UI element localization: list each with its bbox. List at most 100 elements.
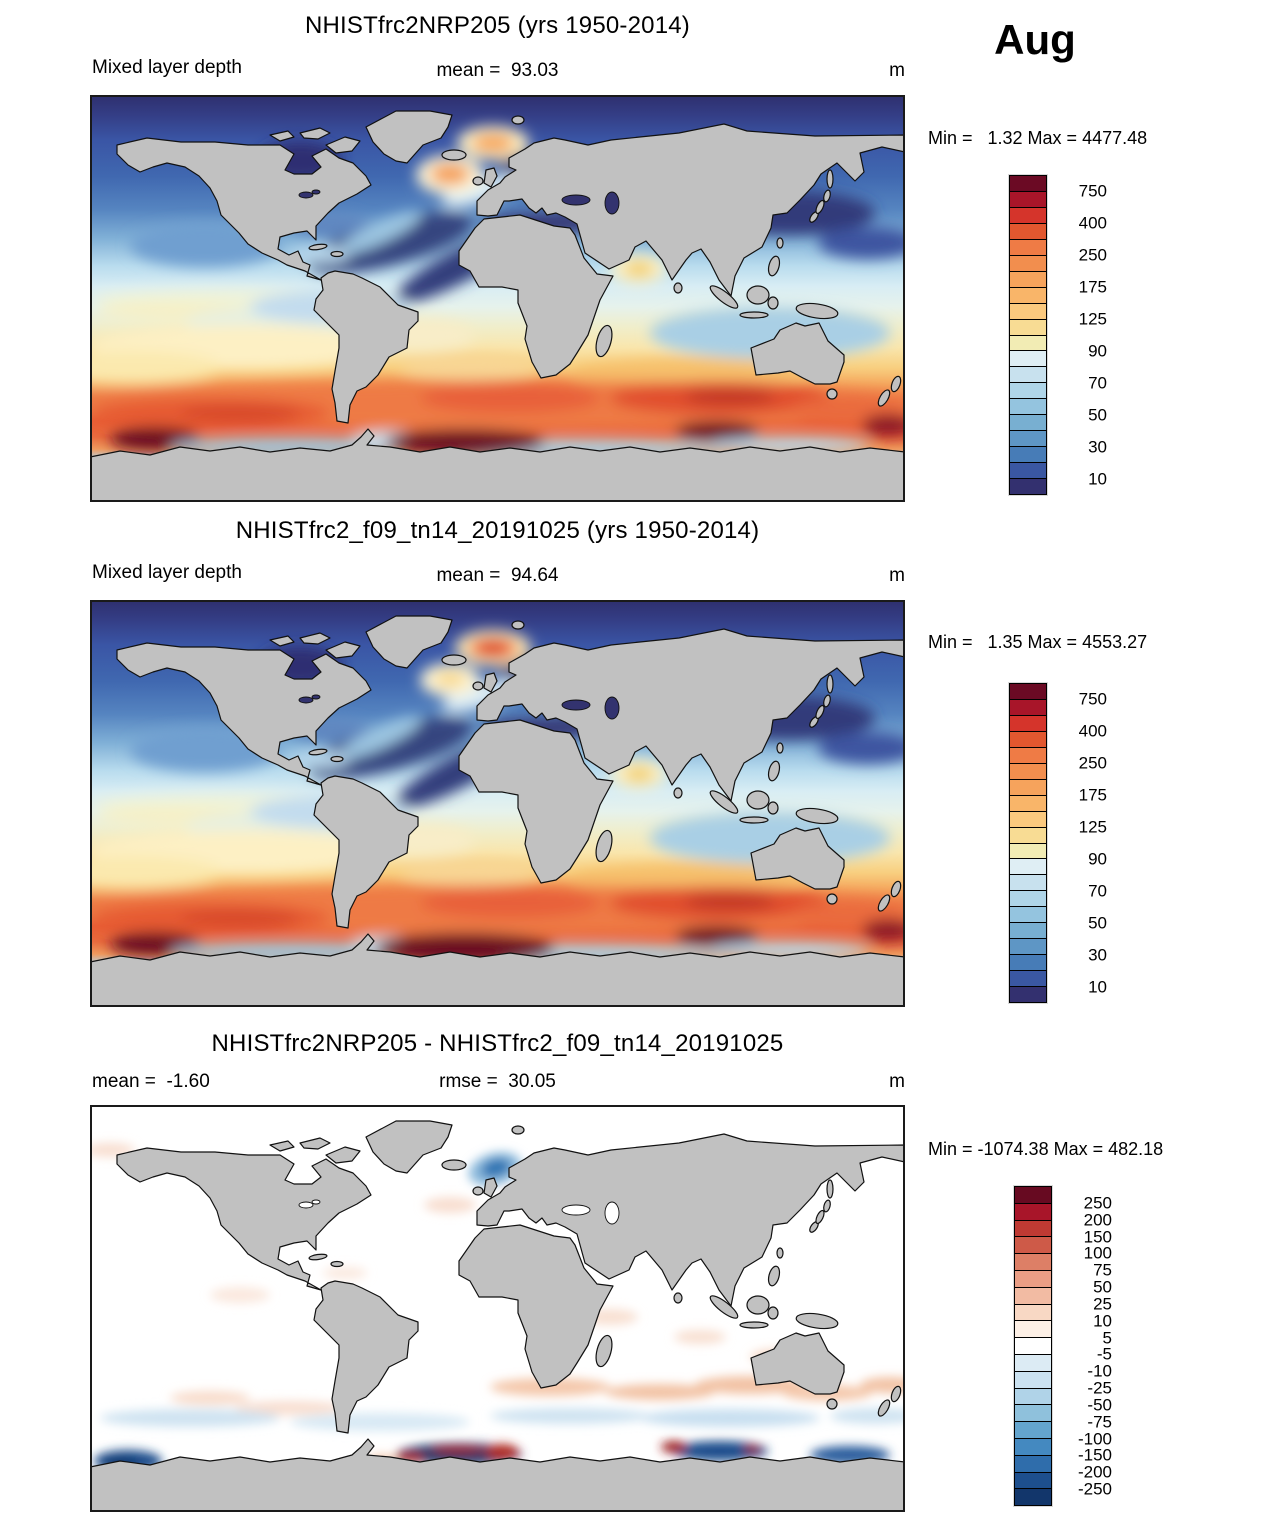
colorbar-cell [1010,874,1046,891]
colorbar-cell [1010,810,1046,827]
colorbar-tick-label: 750 [1078,181,1107,201]
colorbar-cell [1010,970,1046,987]
colorbar-tick-label: 70 [1088,881,1107,901]
colorbar-cell [1010,222,1046,239]
colorbar-cell [1010,366,1046,383]
colorbar-tick-label: 25 [1093,1294,1112,1314]
colorbar-cell [1015,1253,1051,1270]
colorbar-tick-label: -50 [1087,1395,1112,1415]
colorbar-tick-label: 30 [1088,945,1107,965]
colorbar-cell [1010,176,1046,191]
colorbar-cell [1010,350,1046,367]
colorbar-cell [1010,238,1046,255]
colorbar-labels: 250 200 150 100 75 50 25 10 5 -5 -10 -25 -50 -75 -100-… [1062,1186,1112,1506]
colorbar-swatches [1014,1186,1052,1506]
world-map-mld-2 [90,600,905,1007]
colorbar-cell [1010,382,1046,399]
world-map-diff [90,1105,905,1512]
colorbar-tick-label: -5 [1096,1344,1112,1364]
colorbar-cell [1015,1353,1051,1371]
colorbar-cell [1010,684,1046,699]
colorbar-tick-label: -100 [1077,1429,1112,1449]
colorbar-labels: 750 400 250 175 125 90 70 50 30 10 [1057,683,1107,1003]
colorbar-tick-label: -250 [1077,1479,1112,1499]
colorbar-cell [1015,1269,1051,1287]
panel3-colorbar: 250 200 150 100 75 50 25 10 5 -5 -10 -25 -50 -75 -100-… [1014,1186,1114,1506]
panel3-rmse-label: rmse = 30.05 [439,1071,556,1092]
colorbar-cell [1010,954,1046,971]
panel2-mean-label: mean = 94.64 [436,565,559,586]
colorbar-cell [1010,430,1046,447]
colorbar-tick-label: 100 [1083,1243,1112,1263]
colorbar-cell [1015,1286,1051,1304]
colorbar-tick-label: -150 [1077,1445,1112,1465]
colorbar-tick-label: 50 [1088,913,1107,933]
colorbar-tick-label: 400 [1078,721,1107,741]
colorbar-cell [1010,478,1046,495]
colorbar-swatches [1009,175,1047,495]
world-map-mld-1 [90,95,905,502]
colorbar-cell [1010,730,1046,747]
panel2-colorbar: 750 400 250 175 125 90 70 50 30 10 [1009,683,1109,1003]
panel3-units-label: m [889,1071,905,1092]
colorbar-tick-label: -75 [1087,1412,1112,1432]
colorbar-cell [1010,714,1046,731]
colorbar-tick-label: 250 [1078,753,1107,773]
colorbar-cell [1010,206,1046,223]
colorbar-tick-label: 30 [1088,437,1107,457]
colorbar-cell [1015,1387,1051,1405]
colorbar-cell [1015,1337,1051,1354]
colorbar-cell [1010,858,1046,875]
colorbar-cell [1015,1320,1051,1338]
colorbar-cell [1010,414,1046,431]
colorbar-cell [1010,270,1046,287]
colorbar-tick-label: 125 [1078,817,1107,837]
colorbar-tick-label: 400 [1078,213,1107,233]
colorbar-cell [1010,462,1046,479]
colorbar-tick-label: 10 [1088,469,1107,489]
panel2-title: NHISTfrc2_f09_tn14_20191025 (yrs 1950-20… [235,517,760,544]
colorbar-cell [1015,1421,1051,1438]
colorbar-tick-label: -10 [1087,1361,1112,1381]
colorbar-cell [1015,1202,1051,1220]
colorbar-tick-label: 750 [1078,689,1107,709]
colorbar-cell [1010,778,1046,795]
panel2-map [90,600,905,1007]
panel3-mean-label: mean = -1.60 [92,1071,210,1092]
colorbar-cell [1010,842,1046,859]
colorbar-cell [1010,906,1046,923]
colorbar-cell [1010,334,1046,351]
colorbar-cell [1010,986,1046,1003]
panel1-field-label: Mixed layer depth [92,57,242,78]
colorbar-tick-label: -25 [1087,1378,1112,1398]
panel3-minmax: Min = -1074.38 Max = 482.18 [928,1139,1164,1159]
colorbar-cell [1010,762,1046,779]
colorbar-cell [1010,794,1046,811]
colorbar-cell [1010,254,1046,271]
panel1-minmax: Min = 1.32 Max = 4477.48 [928,128,1148,148]
colorbar-labels: 750 400 250 175 125 90 70 50 30 10 [1057,175,1107,495]
colorbar-cell [1010,318,1046,335]
month-label: Aug [994,16,1076,63]
colorbar-cell [1015,1437,1051,1455]
colorbar-cell [1015,1370,1051,1388]
colorbar-tick-label: 10 [1088,977,1107,997]
colorbar-cell [1010,698,1046,715]
colorbar-cell [1015,1219,1051,1237]
colorbar-tick-label: -200 [1077,1462,1112,1482]
colorbar-cell [1015,1303,1051,1321]
colorbar-tick-label: 50 [1088,405,1107,425]
colorbar-tick-label: 175 [1078,785,1107,805]
colorbar-cell [1015,1404,1051,1422]
colorbar-cell [1010,446,1046,463]
colorbar-cell [1010,938,1046,955]
colorbar-cell [1015,1187,1051,1203]
panel1-units-label: m [889,60,905,81]
panel1-map [90,95,905,502]
panel2-minmax: Min = 1.35 Max = 4553.27 [928,632,1148,652]
colorbar-cell [1015,1454,1051,1472]
colorbar-cell [1010,398,1046,415]
colorbar-tick-label: 125 [1078,309,1107,329]
colorbar-tick-label: 50 [1093,1277,1112,1297]
colorbar-tick-label: 90 [1088,849,1107,869]
